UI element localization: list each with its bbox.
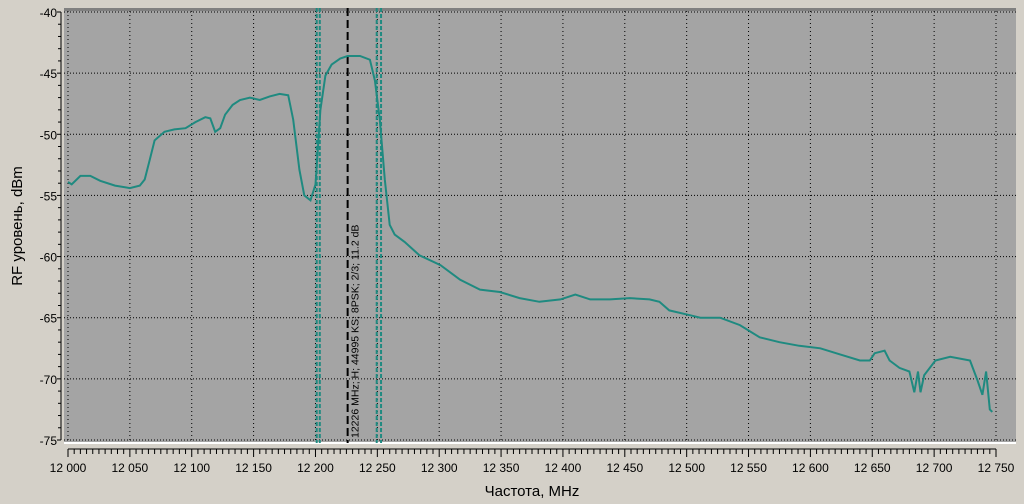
x-tick-label: 12 400 (545, 461, 582, 475)
x-tick-label: 12 250 (359, 461, 396, 475)
x-axis-label: Частота, MHz (485, 483, 580, 500)
x-tick-label: 12 650 (854, 461, 891, 475)
x-tick-label: 12 550 (730, 461, 767, 475)
y-tick-label: -70 (40, 373, 58, 387)
x-tick-label: 12 750 (978, 461, 1015, 475)
plot-top-border (64, 8, 1016, 11)
x-tick-label: 12 100 (173, 461, 210, 475)
y-tick-label: -45 (40, 67, 58, 81)
x-tick-label: 12 600 (792, 461, 829, 475)
x-tick-label: 12 300 (421, 461, 458, 475)
x-tick-label: 12 500 (668, 461, 705, 475)
channel-markers: 12226 MHz; H; 44995 KS; 8PSK; 2/3; 11.2 … (315, 8, 383, 443)
y-axis: -40 -45 -50 -55 -60 -65 -70 -75 (40, 6, 62, 448)
x-tick-label: 12 700 (916, 461, 953, 475)
x-tick-label: 12 000 (50, 461, 87, 475)
spectrum-line (67, 55, 994, 413)
x-axis: 12 000 12 050 12 100 12 150 12 200 12 250 12 3… (50, 448, 1015, 475)
y-tick-label: -50 (40, 128, 58, 142)
y-tick-label: -75 (40, 434, 58, 448)
x-tick-label: 12 350 (483, 461, 520, 475)
y-axis-label: RF уровень, dBm (9, 166, 26, 286)
x-tick-label: 12 450 (606, 461, 643, 475)
x-tick-label: 12 200 (297, 461, 334, 475)
x-tick-label: 12 050 (112, 461, 149, 475)
y-tick-label: -60 (40, 251, 58, 265)
grid (64, 11, 1016, 443)
marker-annotation: 12226 MHz; H; 44995 KS; 8PSK; 2/3; 11.2 … (350, 225, 362, 438)
plot-area (64, 8, 1016, 443)
x-tick-label: 12 150 (235, 461, 272, 475)
y-tick-label: -55 (40, 189, 58, 203)
y-tick-label: -40 (40, 6, 58, 20)
y-tick-label: -65 (40, 312, 58, 326)
